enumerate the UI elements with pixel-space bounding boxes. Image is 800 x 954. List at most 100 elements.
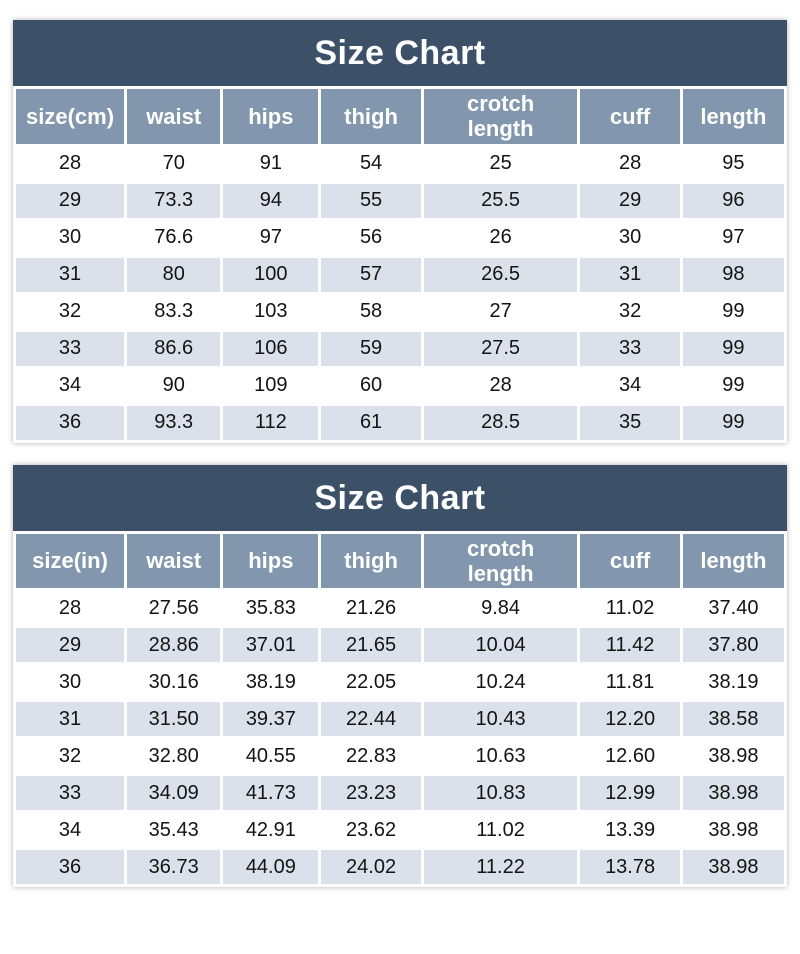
table-cell: 11.42	[577, 625, 683, 666]
table-cell: 86.6	[124, 328, 224, 369]
column-header: cuff	[577, 86, 683, 147]
table-cell: 30.16	[124, 662, 224, 703]
table-cell: 11.02	[577, 588, 683, 629]
table-cell: 29	[12, 625, 128, 666]
table-cell: 38.98	[679, 736, 788, 777]
table-cell: 99	[679, 365, 788, 406]
column-header: waist	[124, 530, 224, 592]
table-cell: 27.5	[420, 328, 581, 369]
table-cell: 34	[12, 810, 128, 851]
table-cell: 83.3	[124, 291, 224, 332]
table-cell: 26	[420, 217, 581, 258]
table-cell: 70	[124, 143, 224, 184]
table-cell: 21.65	[318, 625, 424, 666]
header-row: size(cm) waist hips thigh crotch length cuff l…	[12, 86, 788, 147]
table-cell: 37.40	[679, 588, 788, 629]
table-cell: 25	[420, 143, 581, 184]
table-cell: 30	[577, 217, 683, 258]
table-cell: 35.43	[124, 810, 224, 851]
table-row: 31 80 100 57 26.5 31 98	[12, 254, 788, 295]
size-table-in: size(in) waist hips thigh crotch length cuff l…	[12, 530, 788, 888]
table-cell: 38.19	[679, 662, 788, 703]
table-cell: 58	[318, 291, 424, 332]
table-cell: 33	[12, 328, 128, 369]
column-header: hips	[220, 530, 322, 592]
table-cell: 12.20	[577, 699, 683, 740]
table-cell: 41.73	[220, 773, 322, 814]
column-header: length	[679, 86, 788, 147]
table-cell: 31	[12, 699, 128, 740]
table-cell: 23.62	[318, 810, 424, 851]
table-cell: 39.37	[220, 699, 322, 740]
table-cell: 28.5	[420, 402, 581, 443]
table-cell: 38.58	[679, 699, 788, 740]
table-cell: 27.56	[124, 588, 224, 629]
table-cell: 24.02	[318, 847, 424, 888]
table-cell: 27	[420, 291, 581, 332]
chart-title-cm: Size Chart	[13, 20, 787, 86]
table-row: 31 31.50 39.37 22.44 10.43 12.20 38.58	[12, 699, 788, 740]
table-row: 36 36.73 44.09 24.02 11.22 13.78 38.98	[12, 847, 788, 888]
table-cell: 28	[577, 143, 683, 184]
table-cell: 73.3	[124, 180, 224, 221]
table-cell: 29	[12, 180, 128, 221]
table-cell: 103	[220, 291, 322, 332]
table-cell: 57	[318, 254, 424, 295]
column-header: crotch length	[420, 530, 581, 592]
table-row: 30 30.16 38.19 22.05 10.24 11.81 38.19	[12, 662, 788, 703]
table-cell: 32.80	[124, 736, 224, 777]
table-cell: 10.43	[420, 699, 581, 740]
column-header: length	[679, 530, 788, 592]
size-chart-cm: Size Chart size(cm) waist hips thigh crotch …	[12, 20, 788, 443]
table-cell: 90	[124, 365, 224, 406]
table-row: 28 27.56 35.83 21.26 9.84 11.02 37.40	[12, 588, 788, 629]
table-row: 29 28.86 37.01 21.65 10.04 11.42 37.80	[12, 625, 788, 666]
table-cell: 36	[12, 847, 128, 888]
table-cell: 91	[220, 143, 322, 184]
table-cell: 97	[220, 217, 322, 258]
table-cell: 44.09	[220, 847, 322, 888]
table-row: 30 76.6 97 56 26 30 97	[12, 217, 788, 258]
table-cell: 9.84	[420, 588, 581, 629]
table-cell: 95	[679, 143, 788, 184]
table-cell: 29	[577, 180, 683, 221]
table-cell: 28	[420, 365, 581, 406]
table-cell: 13.39	[577, 810, 683, 851]
table-cell: 61	[318, 402, 424, 443]
table-cell: 54	[318, 143, 424, 184]
size-table-cm: size(cm) waist hips thigh crotch length cuff l…	[12, 86, 788, 443]
size-table-cm-body: 28 70 91 54 25 28 95 29 73.3 94 55 25.5 29 96 30 76.6 97…	[12, 143, 788, 443]
table-row: 34 35.43 42.91 23.62 11.02 13.39 38.98	[12, 810, 788, 851]
table-cell: 31.50	[124, 699, 224, 740]
table-cell: 100	[220, 254, 322, 295]
table-cell: 40.55	[220, 736, 322, 777]
table-cell: 98	[679, 254, 788, 295]
table-cell: 96	[679, 180, 788, 221]
table-cell: 31	[12, 254, 128, 295]
table-cell: 22.44	[318, 699, 424, 740]
table-cell: 10.24	[420, 662, 581, 703]
table-cell: 99	[679, 402, 788, 443]
column-header: size(cm)	[12, 86, 128, 147]
table-cell: 42.91	[220, 810, 322, 851]
table-row: 28 70 91 54 25 28 95	[12, 143, 788, 184]
table-cell: 56	[318, 217, 424, 258]
table-cell: 55	[318, 180, 424, 221]
table-cell: 36	[12, 402, 128, 443]
table-cell: 26.5	[420, 254, 581, 295]
table-cell: 38.98	[679, 773, 788, 814]
table-cell: 99	[679, 328, 788, 369]
table-cell: 10.83	[420, 773, 581, 814]
size-table-in-header: size(in) waist hips thigh crotch length cuff l…	[12, 530, 788, 592]
table-cell: 30	[12, 217, 128, 258]
table-cell: 22.05	[318, 662, 424, 703]
table-cell: 37.80	[679, 625, 788, 666]
table-row: 32 83.3 103 58 27 32 99	[12, 291, 788, 332]
column-header: thigh	[318, 530, 424, 592]
table-cell: 33	[577, 328, 683, 369]
column-header: thigh	[318, 86, 424, 147]
table-cell: 35.83	[220, 588, 322, 629]
table-cell: 97	[679, 217, 788, 258]
table-cell: 35	[577, 402, 683, 443]
